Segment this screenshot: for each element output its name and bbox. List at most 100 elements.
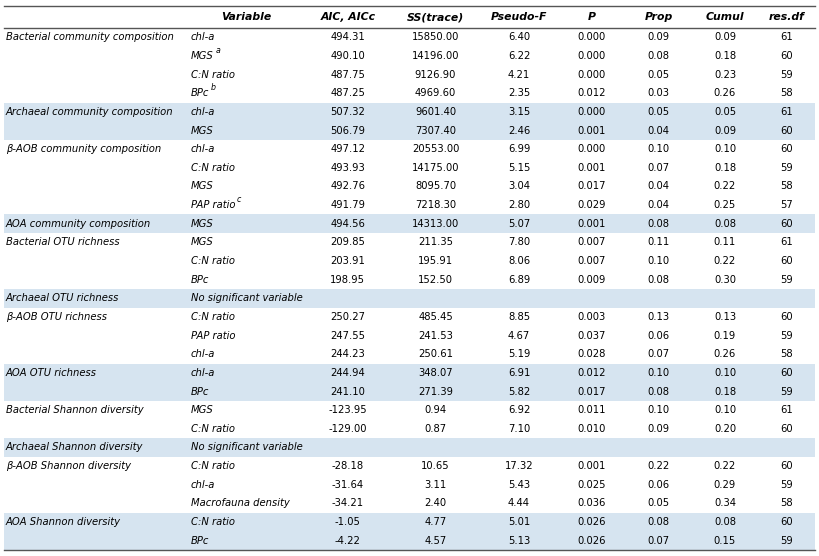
Text: 348.07: 348.07 [419,368,453,378]
Text: 20553.00: 20553.00 [412,144,459,154]
Text: 0.009: 0.009 [577,275,606,285]
Text: 244.94: 244.94 [331,368,365,378]
Text: No significant variable: No significant variable [191,294,303,304]
Text: -1.05: -1.05 [335,517,361,527]
Text: 7.80: 7.80 [508,237,530,247]
Text: 209.85: 209.85 [330,237,365,247]
Text: -28.18: -28.18 [332,461,364,471]
Bar [4,364,815,382]
Text: 0.05: 0.05 [647,107,670,117]
Text: 6.40: 6.40 [508,32,530,42]
Bar [4,158,815,177]
Text: Macrofauna density: Macrofauna density [191,498,290,508]
Text: 61: 61 [781,32,793,42]
Text: 4969.60: 4969.60 [415,88,456,98]
Bar [4,84,815,102]
Text: 59: 59 [781,275,793,285]
Text: BPc: BPc [191,275,210,285]
Text: 485.45: 485.45 [418,312,453,322]
Text: 5.01: 5.01 [508,517,530,527]
Text: Bacterial Shannon diversity: Bacterial Shannon diversity [6,405,143,415]
Text: 58: 58 [781,88,793,98]
Text: BPc: BPc [191,88,210,98]
Text: 250.27: 250.27 [330,312,365,322]
Text: 14196.00: 14196.00 [412,51,459,61]
Text: 0.11: 0.11 [714,237,736,247]
Text: Pseudo-F: Pseudo-F [491,12,547,22]
Text: 0.001: 0.001 [577,219,606,229]
Text: 59: 59 [781,163,793,173]
Text: P: P [588,12,596,22]
Text: 0.000: 0.000 [578,70,606,80]
Text: chl-a: chl-a [191,368,215,378]
Text: Archaeal Shannon diversity: Archaeal Shannon diversity [6,443,143,453]
Text: 5.13: 5.13 [508,535,530,545]
Text: 491.79: 491.79 [330,200,365,210]
Bar [4,345,815,364]
Text: 247.55: 247.55 [330,331,365,341]
Text: -123.95: -123.95 [328,405,367,415]
Text: 5.43: 5.43 [508,480,530,490]
Text: 0.04: 0.04 [648,200,669,210]
Bar [4,177,815,196]
Text: 8095.70: 8095.70 [415,181,456,191]
Text: 0.08: 0.08 [648,275,669,285]
Bar [4,438,815,457]
Text: 0.11: 0.11 [647,237,670,247]
Text: 0.10: 0.10 [647,405,670,415]
Text: 0.07: 0.07 [647,535,670,545]
Text: 0.007: 0.007 [577,256,606,266]
Text: 0.001: 0.001 [577,163,606,173]
Text: 0.007: 0.007 [577,237,606,247]
Text: 57: 57 [781,200,793,210]
Text: 61: 61 [781,107,793,117]
Text: 0.08: 0.08 [648,51,669,61]
Text: 250.61: 250.61 [418,349,453,359]
Bar [4,419,815,438]
Text: 0.25: 0.25 [714,200,736,210]
Text: C:N ratio: C:N ratio [191,256,235,266]
Text: 0.08: 0.08 [648,517,669,527]
Text: 0.04: 0.04 [648,181,669,191]
Text: C:N ratio: C:N ratio [191,517,235,527]
Text: 0.08: 0.08 [648,219,669,229]
Text: 6.91: 6.91 [508,368,530,378]
Text: 152.50: 152.50 [418,275,453,285]
Text: 0.30: 0.30 [714,275,736,285]
Text: 203.91: 203.91 [330,256,365,266]
Text: 5.07: 5.07 [508,219,530,229]
Text: 0.23: 0.23 [714,70,736,80]
Text: MGS: MGS [191,181,214,191]
Text: -4.22: -4.22 [335,535,361,545]
Text: 0.001: 0.001 [577,126,606,136]
Text: 5.19: 5.19 [508,349,530,359]
Text: 6.89: 6.89 [508,275,530,285]
Text: 0.26: 0.26 [714,349,736,359]
Text: C:N ratio: C:N ratio [191,461,235,471]
Text: 4.44: 4.44 [508,498,530,508]
Bar [4,196,815,215]
Text: 3.04: 3.04 [508,181,530,191]
Text: 59: 59 [781,331,793,341]
Text: 60: 60 [781,312,793,322]
Text: 0.017: 0.017 [577,181,606,191]
Text: 8.85: 8.85 [508,312,530,322]
Text: 0.028: 0.028 [577,349,606,359]
Text: MGS: MGS [191,405,214,415]
Text: 0.07: 0.07 [647,163,670,173]
Text: 211.35: 211.35 [418,237,453,247]
Text: 61: 61 [781,405,793,415]
Text: PAP ratio: PAP ratio [191,200,235,210]
Text: 0.94: 0.94 [424,405,446,415]
Bar [4,457,815,475]
Text: 0.012: 0.012 [577,88,606,98]
Text: 0.13: 0.13 [714,312,736,322]
Text: 59: 59 [781,386,793,396]
Text: 7307.40: 7307.40 [415,126,456,136]
Text: 2.46: 2.46 [508,126,530,136]
Text: 0.001: 0.001 [577,461,606,471]
Text: 494.56: 494.56 [330,219,365,229]
Text: 494.31: 494.31 [331,32,365,42]
Text: β-AOB community composition: β-AOB community composition [6,144,161,154]
Text: 17.32: 17.32 [505,461,533,471]
